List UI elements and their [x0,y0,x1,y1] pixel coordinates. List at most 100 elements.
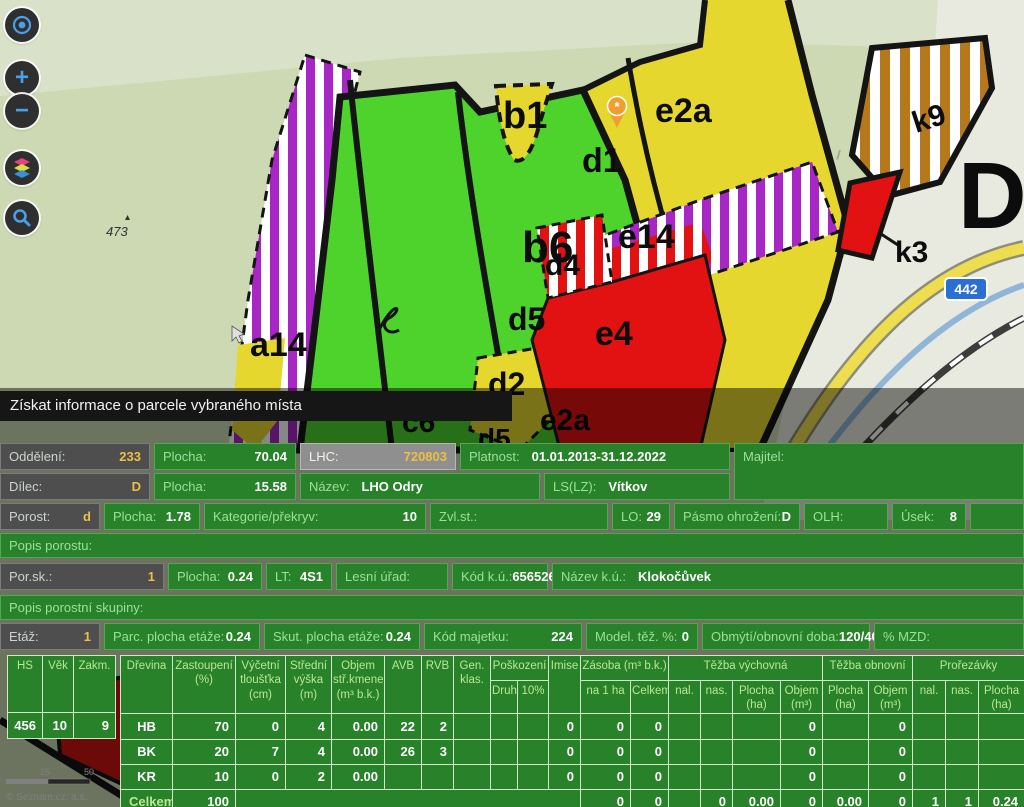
field-nazev: Název: LHO Odry [300,473,540,500]
col-header: Gen. klas. [453,655,491,714]
col-header: Výčetní tloušťka (cm) [235,655,286,714]
col-group-header: Těžba obnovní [822,655,914,681]
field-kod-majetku: Kód majetku: 224 [424,623,582,650]
table-cell [668,763,702,790]
label-k3: k3 [895,236,928,269]
label-e4: e4 [595,315,633,353]
table-cell: 1 [945,788,980,807]
col-header: Objem stř.kmene (m³ b.k.) [331,655,385,714]
field-olh: OLH: [804,503,888,530]
table-cell: 0 [868,763,914,790]
field-usek: Úsek: 8 [892,503,966,530]
map-squiggle [376,307,400,334]
col-header: Dřevina [120,655,173,714]
field-oddeleni: Oddělení: 233 [0,443,150,470]
elevation-point-marker [125,215,130,220]
parcel-b1[interactable] [493,81,555,163]
parcel-e4[interactable] [530,253,727,452]
svg-text:50: 50 [84,767,94,777]
col-group-header: Poškození [489,655,550,681]
search-button[interactable] [5,201,39,235]
layers-button[interactable] [5,151,39,185]
table-cell: 456 [7,712,43,739]
table-cell [912,712,947,740]
col-header: nas. [700,680,734,714]
table-cell: 0 [580,712,632,740]
table-cell: 0 [235,763,286,790]
table-cell: 26 [384,738,422,765]
col-header: Věk [42,655,74,713]
field-kod-ku: Kód k.ú.: 656526 [452,563,556,590]
table-cell: 0 [580,738,632,765]
table-cell: BK [120,738,173,765]
col-header: Plocha (ha) [978,680,1024,714]
table-cell: 0 [580,788,632,807]
label-e2a: e2a [655,92,713,130]
field-nazev-ku: Název k.ú.: Klokočůvek [552,563,1024,590]
table-cell: 2 [421,712,454,740]
table-cell: 0 [548,763,582,790]
label-b6: b6 [522,223,573,272]
map-attribution: © Seznam.cz, a.s. [6,792,87,803]
table-cell [945,712,980,740]
col-header: Objem (m³) [868,680,914,714]
col-header: Imise [548,655,582,714]
table-row: 456 10 9 [7,712,116,739]
col-group-header: Těžba výchovná [668,655,824,681]
field-porsk: Por.sk.: 1 [0,563,164,590]
table-cell: 0.00 [331,712,385,740]
locate-button[interactable] [5,8,39,42]
table-cell [700,738,734,765]
table-cell [912,763,947,790]
table-cell: 0 [780,788,824,807]
table-cell: 3 [421,738,454,765]
col-header: nal. [668,680,702,714]
minus-icon: − [14,97,29,124]
table-cell: 0 [630,788,670,807]
field-lo: LO: 29 [612,503,670,530]
field-porost: Porost: d [0,503,100,530]
table-cell: HB [120,712,173,740]
table-header-row: Dřevina Zastoupení (%) Výčetní tloušťka … [120,655,1024,714]
total-label-cell: Celkem: [120,788,173,807]
table-cell: 0.00 [331,763,385,790]
table-cell: 0 [780,763,824,790]
col-header: 10% [516,680,550,714]
table-cell: 100 [172,788,236,807]
table-cell [978,712,1024,740]
info-tool-title-bar[interactable]: Získat informace o parcele vybraného mís… [0,391,512,421]
table-cell: 0 [630,763,670,790]
parcel-k9[interactable] [848,34,996,200]
table-header-row: HS Věk Zakm. [7,655,116,713]
field-popis-skupiny: Popis porostní skupiny: [0,595,1024,620]
field-mzd: % MZD: [874,623,1024,650]
col-header: Střední výška (m) [285,655,332,714]
table-cell [978,763,1024,790]
table-cell [668,788,702,807]
map-pin-icon[interactable]: * [606,95,628,129]
field-popis-porostu: Popis porostu: [0,533,1024,558]
zoom-out-button[interactable]: − [5,94,39,128]
table-cell: 0 [700,788,734,807]
table-cell: 1 [912,788,947,807]
road-442 [788,242,1024,453]
target-icon [12,15,32,35]
table-cell [732,712,782,740]
label-big-d: D [958,143,1024,249]
table-cell: 0 [630,738,670,765]
col-header: RVB [421,655,454,714]
col-header: Objem (m³) [780,680,824,714]
zoom-in-button[interactable]: + [5,61,39,95]
svg-text:25: 25 [40,767,50,777]
table-cell: 0.24 [978,788,1024,807]
col-header: Zakm. [73,655,116,713]
parcel-d4[interactable] [535,213,614,300]
field-plocha-dilec: Plocha: 15.58 [154,473,296,500]
table-cell [732,763,782,790]
table-cell: 0 [580,763,632,790]
field-plocha-porost: Plocha: 1.78 [104,503,200,530]
label-a14: a14 [250,326,307,364]
table-cell: 0 [868,712,914,740]
